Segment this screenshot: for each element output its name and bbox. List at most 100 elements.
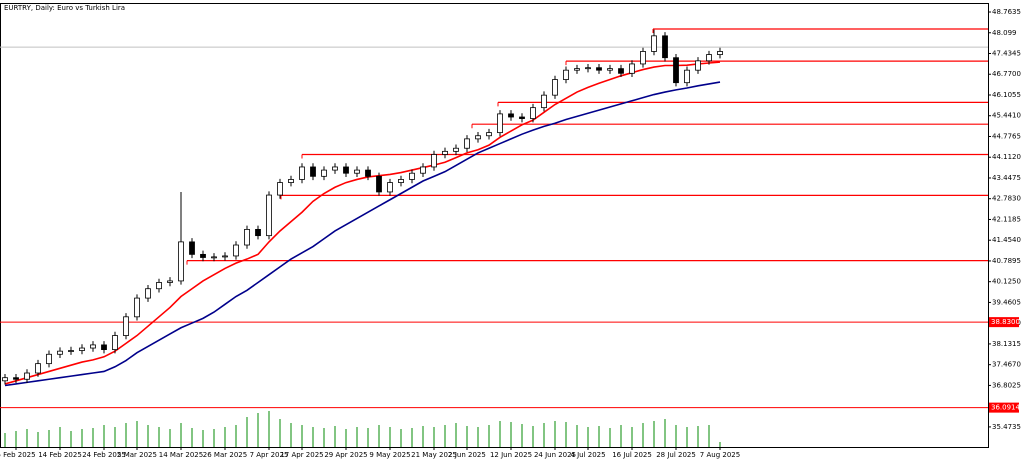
candle-body <box>167 280 173 283</box>
x-tick-label: 24 Jun 2025 <box>534 451 576 459</box>
candle-body <box>222 255 228 258</box>
candle-body <box>695 60 701 71</box>
candle-body <box>673 57 679 84</box>
y-tick-label: 37.4670 <box>992 361 1021 369</box>
candle-body <box>585 67 591 70</box>
x-tick-label: 12 Jun 2025 <box>490 451 532 459</box>
x-tick-label: 7 Aug 2025 <box>700 451 740 459</box>
candle-body <box>684 69 690 84</box>
y-tick-label: 44.7765 <box>992 132 1021 140</box>
candle-body <box>68 350 74 352</box>
y-tick-label: 47.4345 <box>992 49 1021 57</box>
chart-title: EURTRY, Daily: Euro vs Turkish Lira <box>4 4 125 12</box>
candle-body <box>332 166 338 171</box>
candle-body <box>530 107 536 119</box>
candle-body <box>57 350 63 355</box>
candle-body <box>101 344 107 350</box>
y-tick-label: 40.7895 <box>992 257 1021 265</box>
candle-body <box>211 256 217 259</box>
candle-body <box>563 69 569 80</box>
candle-body <box>123 316 129 336</box>
candle-body <box>442 150 448 155</box>
candle-body <box>618 68 624 74</box>
candle-body <box>409 172 415 180</box>
candle-body <box>200 253 206 258</box>
candle-body <box>497 113 503 134</box>
candle-body <box>189 241 195 255</box>
candle-body <box>145 288 151 299</box>
candle-body <box>662 35 668 59</box>
candle-body <box>486 132 492 137</box>
x-tick-label: 5 Feb 2025 <box>0 451 36 459</box>
x-tick-label: 16 Jul 2025 <box>612 451 652 459</box>
candle-body <box>299 166 305 180</box>
level-tag <box>989 317 1019 328</box>
y-tick-label: 36.8025 <box>992 381 1021 389</box>
candle-body <box>310 166 316 177</box>
candle-body <box>629 63 635 74</box>
x-tick-label: 29 Apr 2025 <box>324 451 367 459</box>
candle-body <box>706 54 712 62</box>
y-tick-label: 41.4540 <box>992 236 1021 244</box>
candle-body <box>541 94 547 109</box>
x-tick-label: 7 Apr 2025 <box>250 451 289 459</box>
candle-body <box>244 229 250 246</box>
candle-body <box>178 241 184 282</box>
y-tick-label: 48.7635 <box>992 8 1021 16</box>
candle-body <box>651 35 657 52</box>
x-tick-label: 21 May 2025 <box>411 451 457 459</box>
x-tick-label: 17 Apr 2025 <box>280 451 323 459</box>
candle-body <box>321 169 327 177</box>
y-tick-label: 43.4475 <box>992 174 1021 182</box>
candle-body <box>475 135 481 140</box>
candle-body <box>24 372 30 380</box>
candle-body <box>112 335 118 350</box>
candle-body <box>398 179 404 183</box>
plot-frame <box>0 3 989 448</box>
x-tick-label: 14 Feb 2025 <box>38 451 82 459</box>
candle-body <box>13 377 19 380</box>
candle-body <box>2 377 8 382</box>
candle-body <box>376 175 382 193</box>
candle-body <box>365 169 371 177</box>
candle-body <box>46 353 52 365</box>
moving-average <box>4 61 721 385</box>
candle-body <box>35 363 41 374</box>
candle-body <box>431 154 437 168</box>
candle-body <box>343 166 349 174</box>
y-tick-label: 38.1315 <box>992 340 1021 348</box>
x-tick-label: 9 May 2025 <box>369 451 410 459</box>
y-tick-label: 48.099 <box>992 29 1017 37</box>
y-tick-label: 44.1120 <box>992 153 1021 161</box>
y-tick-label: 40.1250 <box>992 278 1021 286</box>
x-tick-label: 2 Jun 2025 <box>448 451 486 459</box>
candle-body <box>277 182 283 196</box>
x-tick-label: 4 Jul 2025 <box>570 451 605 459</box>
candle-body <box>453 147 459 152</box>
level-tag <box>989 402 1019 413</box>
y-tick-label: 45.4410 <box>992 112 1021 120</box>
candle-body <box>79 347 85 351</box>
x-tick-label: 26 Mar 2025 <box>203 451 247 459</box>
candle-body <box>288 179 294 183</box>
y-tick-label: 35.4735 <box>992 423 1021 431</box>
candle-body <box>508 113 514 118</box>
candle-body <box>552 79 558 96</box>
candle-body <box>420 166 426 174</box>
candle-body <box>233 244 239 257</box>
candle-body <box>134 297 140 318</box>
candle-body <box>266 194 272 237</box>
x-tick-label: 24 Feb 2025 <box>82 451 126 459</box>
x-tick-label: 14 Mar 2025 <box>159 451 203 459</box>
candle-body <box>90 344 96 349</box>
candle-body <box>156 282 162 290</box>
candle-body <box>387 182 393 193</box>
candle-body <box>717 51 723 55</box>
y-tick-label: 39.4605 <box>992 298 1021 306</box>
candle-body <box>519 116 525 119</box>
candle-body <box>596 67 602 71</box>
candle-body <box>607 68 613 71</box>
y-tick-label: 42.7830 <box>992 195 1021 203</box>
candle-body <box>354 169 360 174</box>
